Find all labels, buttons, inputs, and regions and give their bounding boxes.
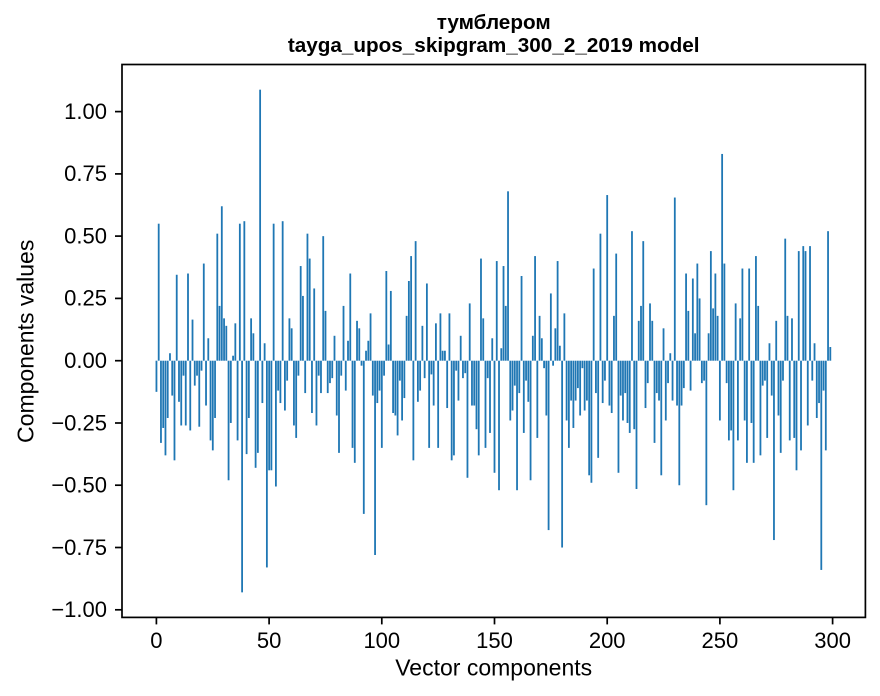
svg-text:tayga_upos_skipgram_300_2_2019: tayga_upos_skipgram_300_2_2019 model <box>288 34 700 57</box>
svg-text:50: 50 <box>257 628 281 653</box>
svg-text:150: 150 <box>476 628 513 653</box>
svg-text:300: 300 <box>814 628 851 653</box>
svg-text:200: 200 <box>589 628 626 653</box>
svg-text:−0.25: −0.25 <box>51 410 107 435</box>
svg-text:0.75: 0.75 <box>64 161 107 186</box>
svg-text:0.25: 0.25 <box>64 286 107 311</box>
svg-text:−0.75: −0.75 <box>51 535 107 560</box>
svg-text:0.00: 0.00 <box>64 348 107 373</box>
svg-text:Components values: Components values <box>13 240 39 443</box>
svg-text:Vector components: Vector components <box>395 655 592 681</box>
svg-text:1.00: 1.00 <box>64 99 107 124</box>
svg-text:−0.50: −0.50 <box>51 473 107 498</box>
svg-text:−1.00: −1.00 <box>51 597 107 622</box>
svg-text:0: 0 <box>150 628 162 653</box>
svg-text:тумблером: тумблером <box>437 11 551 34</box>
svg-text:250: 250 <box>702 628 739 653</box>
svg-text:100: 100 <box>363 628 400 653</box>
svg-text:0.50: 0.50 <box>64 223 107 248</box>
